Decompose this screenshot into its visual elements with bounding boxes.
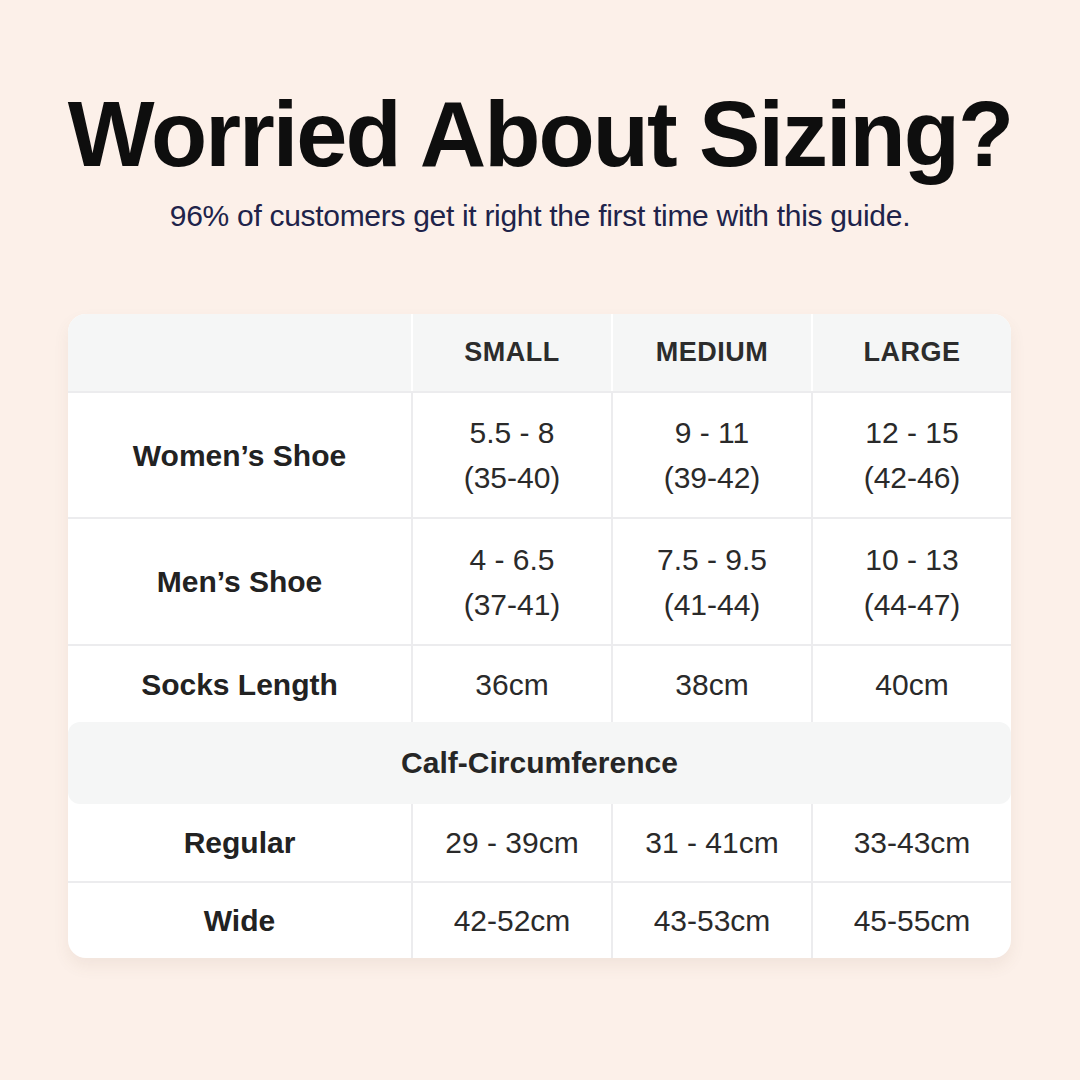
cell-womens-shoe-large: 12 - 15 (42-46) xyxy=(811,391,1011,517)
column-header-small: SMALL xyxy=(411,314,611,391)
cell-wide-large: 45-55cm xyxy=(811,881,1011,958)
cell-socks-length-large: 40cm xyxy=(811,644,1011,722)
cell-value-eu: (42-46) xyxy=(864,455,961,500)
cell-value-eu: (41-44) xyxy=(664,582,761,627)
page-subtitle: 96% of customers get it right the first … xyxy=(0,199,1080,233)
row-label-regular: Regular xyxy=(68,804,411,881)
cell-mens-shoe-large: 10 - 13 (44-47) xyxy=(811,517,1011,644)
cell-value-eu: (35-40) xyxy=(464,455,561,500)
row-label-socks-length: Socks Length xyxy=(68,644,411,722)
row-label-wide: Wide xyxy=(68,881,411,958)
page-title: Worried About Sizing? xyxy=(0,0,1080,183)
cell-mens-shoe-medium: 7.5 - 9.5 (41-44) xyxy=(611,517,811,644)
cell-regular-large: 33-43cm xyxy=(811,804,1011,881)
cell-value-eu: (44-47) xyxy=(864,582,961,627)
cell-womens-shoe-small: 5.5 - 8 (35-40) xyxy=(411,391,611,517)
cell-regular-small: 29 - 39cm xyxy=(411,804,611,881)
page-header: Worried About Sizing? 96% of customers g… xyxy=(0,0,1080,233)
cell-mens-shoe-small: 4 - 6.5 (37-41) xyxy=(411,517,611,644)
section-header-calf-circumference: Calf-Circumference xyxy=(68,722,1011,804)
cell-value-eu: (37-41) xyxy=(464,582,561,627)
column-header-empty xyxy=(68,314,411,391)
cell-value-us: 5.5 - 8 xyxy=(469,410,554,455)
cell-womens-shoe-medium: 9 - 11 (39-42) xyxy=(611,391,811,517)
column-header-medium: MEDIUM xyxy=(611,314,811,391)
sizing-table: SMALL MEDIUM LARGE Women’s Shoe 5.5 - 8 … xyxy=(68,314,1011,958)
cell-regular-medium: 31 - 41cm xyxy=(611,804,811,881)
cell-wide-small: 42-52cm xyxy=(411,881,611,958)
cell-value-us: 4 - 6.5 xyxy=(469,537,554,582)
cell-wide-medium: 43-53cm xyxy=(611,881,811,958)
row-label-womens-shoe: Women’s Shoe xyxy=(68,391,411,517)
cell-value-us: 9 - 11 xyxy=(675,410,750,455)
sizing-guide-page: Worried About Sizing? 96% of customers g… xyxy=(0,0,1080,1080)
cell-value-us: 7.5 - 9.5 xyxy=(657,537,767,582)
cell-value-us: 12 - 15 xyxy=(865,410,958,455)
cell-value-us: 10 - 13 xyxy=(865,537,958,582)
row-label-mens-shoe: Men’s Shoe xyxy=(68,517,411,644)
cell-socks-length-medium: 38cm xyxy=(611,644,811,722)
cell-value-eu: (39-42) xyxy=(664,455,761,500)
cell-socks-length-small: 36cm xyxy=(411,644,611,722)
column-header-large: LARGE xyxy=(811,314,1011,391)
